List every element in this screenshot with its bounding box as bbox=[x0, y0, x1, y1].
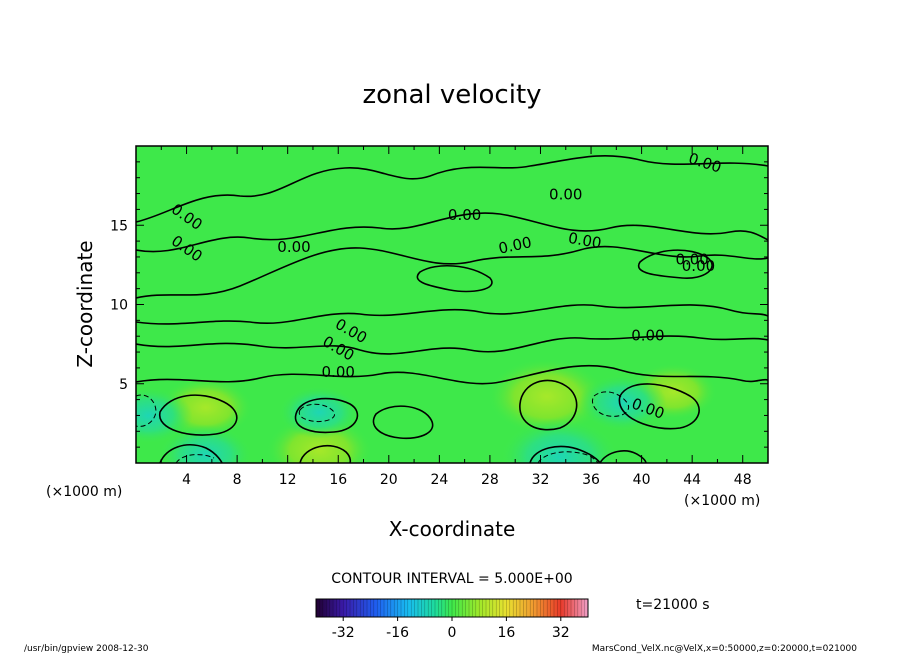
colorbar-tick-label: 16 bbox=[497, 625, 515, 641]
x-tick-label: 20 bbox=[380, 472, 398, 488]
x-tick-label: 8 bbox=[233, 472, 242, 488]
y-axis: 5 10 15 bbox=[110, 161, 768, 448]
colorbar-tick-label: -32 bbox=[332, 625, 355, 641]
positive-anomaly bbox=[487, 358, 607, 435]
x-unit-left: (×1000 m) bbox=[46, 484, 122, 500]
contour-line bbox=[159, 394, 238, 436]
zero-contours bbox=[136, 154, 768, 463]
negative-anomaly bbox=[278, 386, 361, 439]
y-tick-label: 5 bbox=[119, 377, 128, 393]
colorbar-ticks: -32 -16 0 16 32 bbox=[332, 617, 570, 641]
x-tick-label: 32 bbox=[532, 472, 550, 488]
contour-line bbox=[519, 379, 578, 431]
contour-line bbox=[136, 212, 768, 253]
contour-line bbox=[136, 394, 157, 427]
contour-label: 0.00 bbox=[549, 186, 582, 204]
contour-label: 0.00 bbox=[682, 257, 715, 275]
contour-line bbox=[175, 454, 215, 463]
contour-line bbox=[372, 405, 434, 440]
negative-anomaly bbox=[500, 418, 619, 463]
contour-interval: CONTOUR INTERVAL = 5.000E+00 bbox=[331, 571, 572, 587]
contour-line bbox=[136, 245, 768, 299]
contour-line bbox=[136, 304, 768, 325]
contour-line bbox=[294, 397, 359, 434]
x-tick-label: 12 bbox=[279, 472, 297, 488]
negative-anomaly bbox=[578, 374, 667, 432]
footer-right: MarsCond_VelX.nc@VelX,x=0:50000,z=0:2000… bbox=[592, 644, 857, 654]
negative-anomaly bbox=[136, 387, 193, 444]
contour-label: 0.00 bbox=[675, 251, 708, 269]
plot-area: 0.000.00 0.000.000.00 0.000.000.000.000.00… bbox=[135, 145, 769, 464]
contour-label: 0.00 bbox=[448, 206, 481, 224]
contour-line bbox=[591, 391, 630, 417]
contour-label: 0.00 bbox=[631, 327, 664, 345]
y-tick-label: 10 bbox=[110, 298, 128, 314]
contour-line bbox=[637, 249, 713, 279]
chart-title: zonal velocity bbox=[362, 80, 541, 110]
contour-line bbox=[159, 444, 223, 463]
y-tick-label: 15 bbox=[110, 218, 128, 234]
contour-label: 0.00 bbox=[567, 229, 603, 253]
x-tick-label: 16 bbox=[329, 472, 347, 488]
x-axis-label: X-coordinate bbox=[389, 517, 516, 541]
x-tick-label: 44 bbox=[683, 472, 701, 488]
x-tick-label: 24 bbox=[430, 472, 448, 488]
x-tick-label: 48 bbox=[734, 472, 752, 488]
x-unit-right: (×1000 m) bbox=[684, 493, 760, 509]
x-tick-label: 4 bbox=[182, 472, 191, 488]
contour-label: 0.00 bbox=[322, 363, 355, 381]
contour-label: 0.00 bbox=[277, 238, 310, 256]
x-tick-label: 28 bbox=[481, 472, 499, 488]
contour-line bbox=[299, 444, 352, 463]
velocity-features bbox=[136, 358, 718, 463]
contour-line bbox=[136, 154, 768, 223]
colorbar-tick-label: 0 bbox=[448, 625, 457, 641]
contour-line bbox=[529, 445, 601, 463]
colorbar-tick-label: 32 bbox=[552, 625, 570, 641]
contour-line bbox=[618, 383, 700, 430]
contour-line bbox=[416, 264, 493, 293]
negative-anomaly bbox=[158, 424, 253, 463]
colorbar-stripes bbox=[319, 599, 585, 617]
contour-line bbox=[298, 403, 336, 423]
footer-left: /usr/bin/gpview 2008-12-30 bbox=[24, 644, 149, 654]
colorbar: -32 -16 0 16 32 bbox=[315, 598, 589, 641]
y-axis-label: Z-coordinate bbox=[73, 240, 97, 367]
contour-line bbox=[136, 364, 768, 385]
x-axis: 4 8 12 16 20 24 28 32 36 40 44 48 bbox=[160, 146, 752, 488]
time-label: t=21000 s bbox=[636, 597, 710, 613]
x-tick-label: 40 bbox=[633, 472, 651, 488]
colorbar-tick-label: -16 bbox=[386, 625, 409, 641]
x-tick-label: 36 bbox=[582, 472, 600, 488]
contour-line bbox=[136, 335, 768, 355]
